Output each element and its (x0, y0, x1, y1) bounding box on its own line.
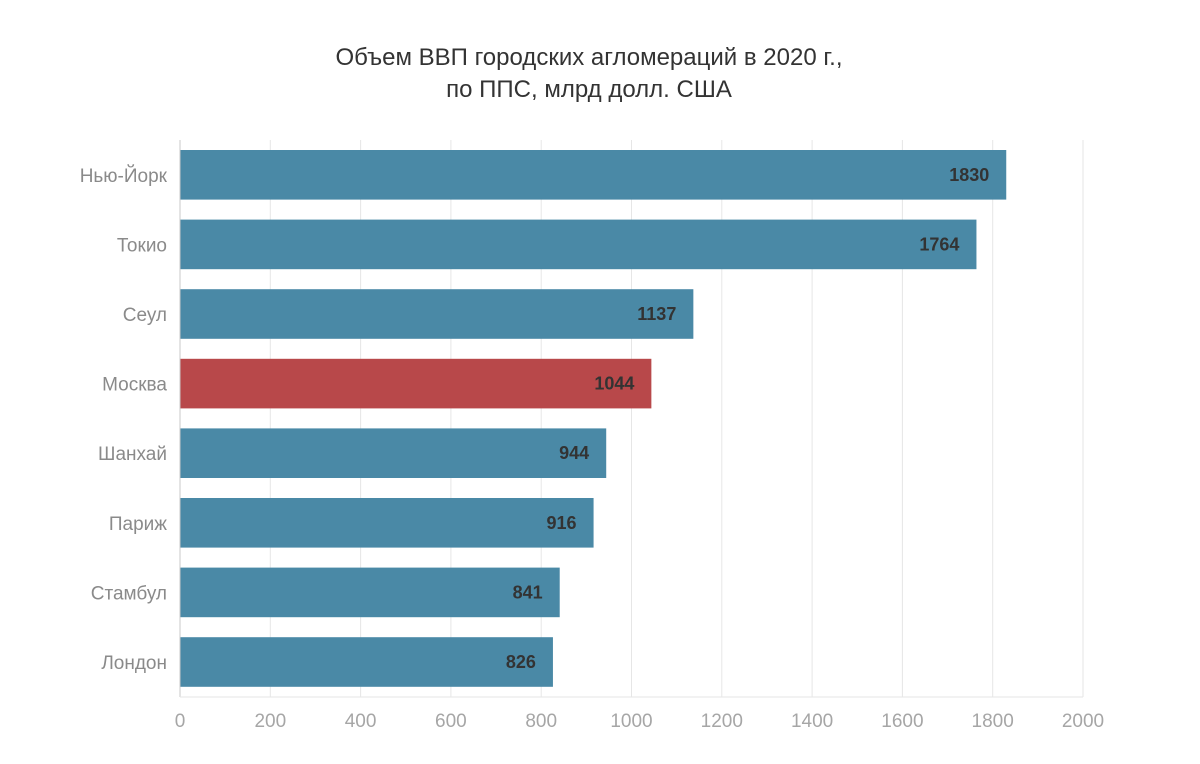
data-label: 944 (559, 443, 589, 463)
x-tick-label: 200 (254, 711, 286, 732)
data-label: 916 (547, 513, 577, 533)
data-label: 1830 (949, 165, 989, 185)
x-tick-label: 0 (175, 711, 186, 732)
category-label: Нью-Йорк (80, 165, 168, 187)
bars (180, 150, 1007, 687)
category-label: Москва (102, 375, 167, 396)
x-tick-label: 1200 (701, 711, 743, 732)
category-label: Шанхай (98, 444, 167, 465)
category-label: Париж (109, 514, 167, 535)
category-label: Лондон (101, 653, 167, 674)
bar (180, 498, 594, 548)
bar (180, 358, 652, 409)
bar (180, 567, 560, 618)
x-tick-label: 800 (525, 711, 557, 732)
axes (179, 140, 1083, 698)
x-tick-label: 1400 (791, 711, 833, 732)
data-label: 1764 (919, 234, 959, 254)
bar (180, 219, 977, 270)
labels: 0 200 400 600 800 1000 1200 1400 1600 1800 2000 Нью… (80, 165, 1104, 732)
bar (180, 289, 694, 339)
x-tick-label: 2000 (1062, 711, 1104, 732)
x-tick-label: 1800 (972, 711, 1014, 732)
chart-title-line2: по ППС, млрд долл. США (446, 76, 732, 103)
category-label: Токио (117, 235, 167, 256)
x-tick-label: 400 (345, 711, 377, 732)
x-tick-label: 600 (435, 711, 467, 732)
data-label: 1044 (594, 374, 634, 394)
category-label: Стамбул (91, 583, 167, 604)
category-label: Сеул (123, 305, 167, 326)
bar (180, 428, 607, 478)
data-label: 1137 (637, 304, 676, 324)
data-label: 826 (506, 652, 536, 672)
chart-title-line1: Объем ВВП городских агломераций в 2020 г… (335, 44, 843, 71)
x-tick-label: 1600 (881, 711, 923, 732)
x-tick-label: 1000 (610, 711, 652, 732)
bar (180, 637, 553, 687)
data-label: 841 (513, 582, 543, 602)
bar (180, 150, 1007, 200)
chart-title: Объем ВВП городских агломераций в 2020 г… (0, 42, 1178, 106)
